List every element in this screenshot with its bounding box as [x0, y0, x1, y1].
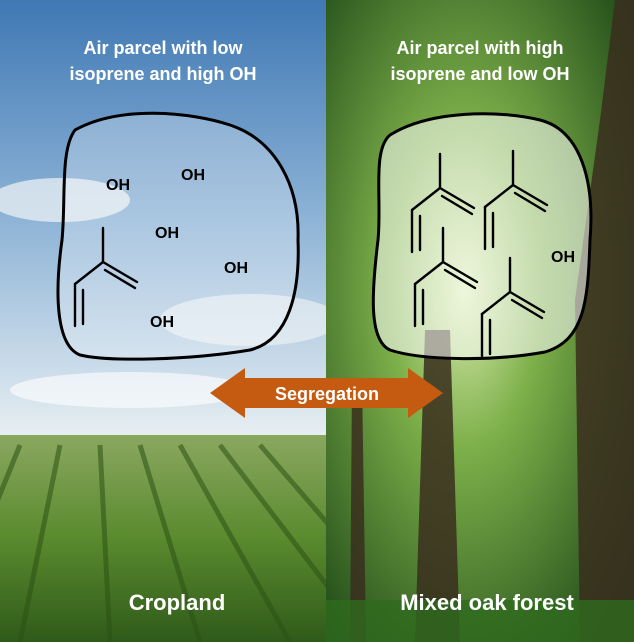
arrow-label: Segregation [275, 384, 379, 404]
oh-label: OH [551, 249, 575, 266]
left-caption: Cropland [129, 590, 226, 615]
right-title: Air parcel with high [396, 38, 563, 58]
right-title: isoprene and low OH [390, 64, 569, 84]
right-caption: Mixed oak forest [400, 590, 574, 615]
oh-label: OH [155, 225, 179, 242]
oh-label: OH [224, 260, 248, 277]
left-title: isoprene and high OH [69, 64, 256, 84]
figure: OH OH OH OH OH OH Air parcel with low is… [0, 0, 634, 642]
oh-label: OH [150, 314, 174, 331]
left-title: Air parcel with low [83, 38, 243, 58]
oh-label: OH [181, 167, 205, 184]
oh-label: OH [106, 177, 130, 194]
cloud [10, 372, 250, 408]
